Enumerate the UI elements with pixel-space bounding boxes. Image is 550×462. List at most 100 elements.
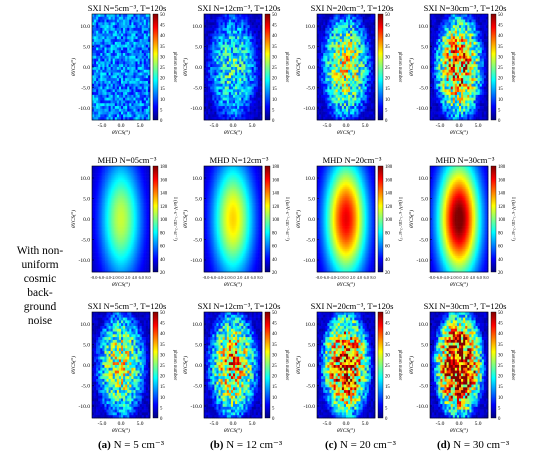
heatmap-cell bbox=[368, 83, 372, 87]
heatmap-cell bbox=[104, 47, 107, 51]
heatmap-cell bbox=[147, 103, 151, 107]
heatmap-cell bbox=[475, 30, 478, 34]
heatmap-cell bbox=[235, 92, 238, 96]
heatmap-cell bbox=[142, 166, 145, 169]
heatmap-cell bbox=[321, 92, 324, 96]
heatmap-cell bbox=[123, 180, 126, 183]
heatmap-cell bbox=[247, 61, 250, 65]
heatmap-cell bbox=[444, 72, 447, 76]
heatmap-cell bbox=[226, 41, 230, 45]
heatmap-cell bbox=[116, 171, 119, 174]
heatmap-cell bbox=[132, 190, 135, 193]
heatmap-cell bbox=[206, 33, 209, 37]
heatmap-cell bbox=[118, 169, 120, 172]
heatmap-cell bbox=[337, 108, 341, 112]
heatmap-cell bbox=[106, 166, 109, 169]
heatmap-cell bbox=[333, 25, 336, 29]
heatmap-cell bbox=[94, 94, 97, 98]
heatmap-cell bbox=[251, 27, 255, 32]
heatmap-cell bbox=[368, 22, 372, 26]
heatmap-cell bbox=[456, 72, 460, 76]
heatmap-cell bbox=[438, 106, 441, 110]
heatmap-cell bbox=[465, 108, 468, 112]
heatmap-cell bbox=[139, 100, 143, 104]
heatmap-cell bbox=[477, 78, 481, 82]
heatmap-cell bbox=[142, 183, 145, 186]
heatmap-cell bbox=[212, 117, 215, 121]
heatmap-cell bbox=[141, 187, 144, 190]
heatmap-cell bbox=[454, 25, 458, 29]
heatmap-cell bbox=[147, 61, 151, 65]
heatmap-cell bbox=[216, 106, 219, 110]
heatmap-cell bbox=[358, 41, 361, 45]
heatmap-cell bbox=[430, 106, 433, 110]
heatmap-cell bbox=[481, 86, 485, 90]
heatmap-cell bbox=[432, 39, 435, 43]
heatmap-cell bbox=[251, 86, 255, 90]
heatmap-cell bbox=[354, 58, 357, 62]
heatmap-cell bbox=[329, 106, 332, 110]
heatmap-cell bbox=[467, 83, 470, 87]
heatmap-cell bbox=[108, 55, 111, 59]
heatmap-cell bbox=[337, 27, 341, 32]
heatmap-cell bbox=[147, 30, 151, 34]
heatmap-cell bbox=[212, 103, 215, 107]
heatmap-panel-row1-b: SXI N=12cm⁻³, T=120s10.05.00.0-5.0-10.0-… bbox=[182, 3, 289, 136]
heatmap-cell bbox=[335, 14, 339, 18]
heatmap-cell bbox=[224, 114, 228, 118]
heatmap-cell bbox=[118, 14, 122, 18]
heatmap-cell bbox=[434, 72, 437, 76]
heatmap-cell bbox=[337, 58, 341, 62]
heatmap-cell bbox=[121, 80, 124, 85]
heatmap-cell bbox=[465, 78, 468, 82]
heatmap-cell bbox=[473, 47, 476, 51]
heatmap-cell bbox=[222, 36, 226, 40]
heatmap-cell bbox=[471, 72, 474, 76]
heatmap-cell bbox=[475, 50, 478, 54]
heatmap-cell bbox=[346, 111, 349, 115]
heatmap-cell bbox=[243, 75, 246, 79]
heatmap-cell bbox=[141, 27, 145, 32]
heatmap-cell bbox=[224, 80, 228, 85]
heatmap-cell bbox=[438, 72, 441, 76]
heatmap-cell bbox=[259, 114, 263, 118]
heatmap-cell bbox=[321, 108, 324, 112]
heatmap-cell bbox=[131, 16, 134, 20]
heatmap-cell bbox=[100, 173, 103, 176]
heatmap-cell bbox=[473, 83, 476, 87]
heatmap-cell bbox=[222, 22, 226, 26]
heatmap-cell bbox=[218, 55, 221, 59]
heatmap-cell bbox=[461, 80, 464, 85]
heatmap-cell bbox=[92, 108, 95, 112]
heatmap-cell bbox=[446, 72, 449, 76]
heatmap-cell bbox=[102, 92, 105, 96]
heatmap-cell bbox=[436, 114, 439, 118]
heatmap-cell bbox=[372, 39, 376, 43]
heatmap-cell bbox=[432, 97, 435, 101]
heatmap-cell bbox=[438, 41, 441, 45]
heatmap-cell bbox=[210, 94, 213, 98]
heatmap-cell bbox=[469, 16, 472, 20]
heatmap-cell bbox=[131, 117, 134, 121]
heatmap-cell bbox=[143, 30, 147, 34]
heatmap-cell bbox=[473, 33, 476, 37]
heatmap-cell bbox=[333, 108, 336, 112]
heatmap-cell bbox=[123, 166, 126, 169]
heatmap-cell bbox=[135, 106, 138, 110]
heatmap-cell bbox=[331, 117, 334, 121]
heatmap-cell bbox=[461, 44, 464, 48]
heatmap-cell bbox=[237, 41, 240, 45]
heatmap-cell bbox=[99, 167, 101, 170]
heatmap-cell bbox=[218, 94, 221, 98]
heatmap-cell bbox=[335, 50, 339, 54]
heatmap-cell bbox=[208, 16, 211, 20]
heatmap-cell bbox=[352, 55, 355, 59]
heatmap-cell bbox=[100, 183, 103, 186]
heatmap-cell bbox=[461, 106, 464, 110]
heatmap-cell bbox=[471, 86, 474, 90]
heatmap-cell bbox=[206, 25, 209, 29]
heatmap-cell bbox=[461, 100, 464, 104]
heatmap-cell bbox=[459, 22, 462, 26]
heatmap-cell bbox=[346, 106, 349, 110]
heatmap-cell bbox=[372, 117, 376, 121]
